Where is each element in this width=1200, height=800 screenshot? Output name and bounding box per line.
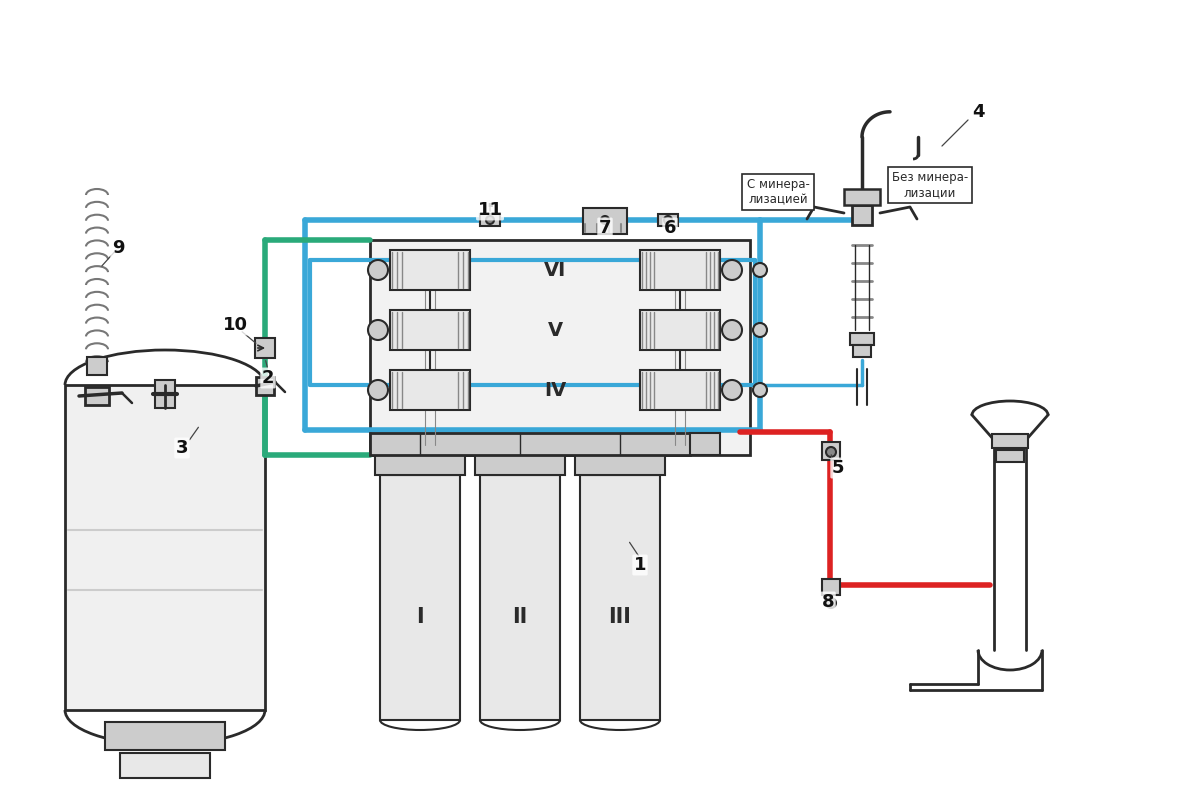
Bar bbox=[844, 189, 880, 205]
Text: 8: 8 bbox=[822, 593, 834, 611]
Text: 7: 7 bbox=[599, 219, 611, 237]
Text: 2: 2 bbox=[262, 369, 275, 387]
Circle shape bbox=[368, 380, 388, 400]
Bar bbox=[822, 442, 840, 460]
Text: IV: IV bbox=[544, 381, 566, 399]
Text: 1: 1 bbox=[634, 556, 647, 574]
Bar bbox=[575, 455, 665, 475]
Bar bbox=[256, 338, 275, 358]
Text: V: V bbox=[547, 321, 563, 339]
Circle shape bbox=[722, 260, 742, 280]
Bar bbox=[120, 753, 210, 778]
Text: С минера-
лизацией: С минера- лизацией bbox=[746, 178, 810, 206]
Bar bbox=[480, 475, 560, 720]
Bar bbox=[85, 387, 109, 405]
Bar bbox=[155, 380, 175, 408]
Bar bbox=[370, 433, 690, 455]
Bar bbox=[690, 433, 720, 455]
Bar bbox=[583, 208, 628, 234]
Text: 11: 11 bbox=[478, 201, 503, 219]
Text: Без минера-
лизации: Без минера- лизации bbox=[892, 171, 968, 199]
Bar bbox=[380, 475, 460, 720]
Text: 5: 5 bbox=[832, 459, 845, 477]
Bar bbox=[640, 310, 720, 350]
Circle shape bbox=[664, 216, 672, 224]
Circle shape bbox=[722, 320, 742, 340]
Circle shape bbox=[368, 320, 388, 340]
Text: 6: 6 bbox=[664, 219, 677, 237]
Circle shape bbox=[754, 263, 767, 277]
Bar bbox=[853, 345, 871, 357]
Bar bbox=[256, 377, 274, 395]
Bar bbox=[475, 455, 565, 475]
Circle shape bbox=[754, 383, 767, 397]
Bar bbox=[390, 370, 470, 410]
Bar bbox=[390, 250, 470, 290]
Text: ▪: ▪ bbox=[487, 199, 493, 209]
Bar bbox=[852, 205, 872, 225]
Bar bbox=[640, 250, 720, 290]
Bar bbox=[822, 579, 840, 595]
Circle shape bbox=[368, 260, 388, 280]
Bar bbox=[992, 434, 1028, 448]
Circle shape bbox=[486, 216, 494, 224]
Circle shape bbox=[601, 216, 610, 224]
Text: 10: 10 bbox=[222, 316, 247, 334]
Circle shape bbox=[826, 598, 836, 608]
Text: 4: 4 bbox=[972, 103, 984, 121]
Text: I: I bbox=[416, 607, 424, 627]
Text: II: II bbox=[512, 607, 528, 627]
Text: 9: 9 bbox=[112, 239, 125, 257]
Bar bbox=[850, 333, 874, 345]
Bar bbox=[374, 455, 466, 475]
Circle shape bbox=[826, 447, 836, 457]
Bar bbox=[106, 722, 226, 750]
Bar bbox=[658, 214, 678, 226]
Bar bbox=[390, 310, 470, 350]
Bar bbox=[996, 450, 1024, 462]
Bar bbox=[580, 475, 660, 720]
Text: 3: 3 bbox=[175, 439, 188, 457]
Circle shape bbox=[722, 380, 742, 400]
Bar bbox=[65, 385, 265, 710]
Circle shape bbox=[754, 323, 767, 337]
Bar bbox=[88, 357, 107, 375]
Text: III: III bbox=[608, 607, 631, 627]
Text: VI: VI bbox=[544, 261, 566, 279]
Bar bbox=[480, 214, 500, 226]
Bar bbox=[640, 370, 720, 410]
Bar bbox=[370, 240, 750, 455]
